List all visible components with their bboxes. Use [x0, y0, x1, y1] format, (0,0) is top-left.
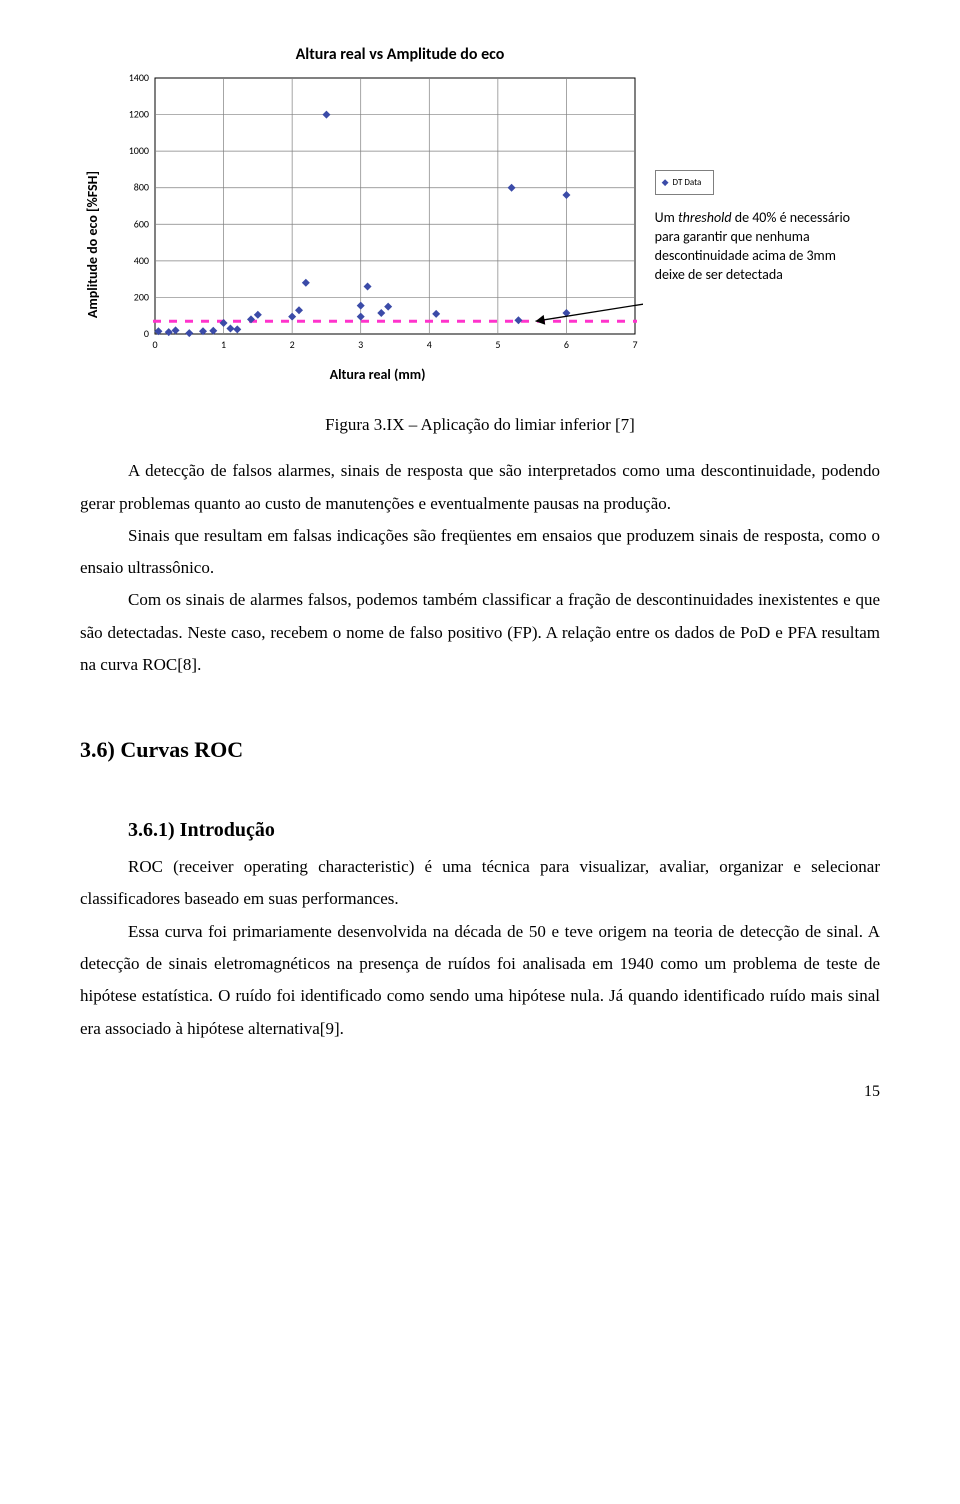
svg-text:1400: 1400	[128, 71, 148, 84]
chart-ylabel: Amplitude do eco [%FSH]	[80, 141, 107, 318]
chart-xlabel: Altura real (mm)	[113, 362, 643, 389]
svg-text:1000: 1000	[128, 145, 148, 158]
chart-legend: ◆ DT Data	[655, 170, 714, 195]
paragraph-1: A detecção de falsos alarmes, sinais de …	[80, 455, 880, 520]
chart-title: Altura real vs Amplitude do eco	[0, 40, 880, 70]
svg-text:1200: 1200	[128, 108, 148, 121]
svg-text:400: 400	[133, 254, 148, 267]
svg-text:1: 1	[221, 338, 226, 351]
paragraph-5: Essa curva foi primariamente desenvolvid…	[80, 916, 880, 1045]
chart-plot-area: 0 1 2 3 4 5 6 7 0 200 400 600 800 1000 1200 1400	[113, 70, 643, 360]
legend-label: DT Data	[673, 174, 702, 191]
heading-curvas-roc: 3.6) Curvas ROC	[80, 729, 880, 771]
legend-marker-icon: ◆	[662, 174, 669, 191]
page-number: 15	[80, 1077, 880, 1107]
svg-text:600: 600	[133, 218, 148, 231]
paragraph-2: Sinais que resultam em falsas indicações…	[80, 520, 880, 585]
svg-text:6: 6	[563, 338, 568, 351]
svg-text:7: 7	[632, 338, 637, 351]
paragraph-4: ROC (receiver operating characteristic) …	[80, 851, 880, 916]
svg-text:3: 3	[358, 338, 363, 351]
svg-text:4: 4	[426, 338, 431, 351]
svg-text:800: 800	[133, 181, 148, 194]
svg-text:0: 0	[152, 338, 157, 351]
svg-text:2: 2	[289, 338, 294, 351]
svg-text:0: 0	[144, 327, 149, 340]
scatter-chart: Altura real vs Amplitude do eco Amplitud…	[80, 40, 880, 389]
heading-introducao: 3.6.1) Introdução	[128, 811, 880, 849]
paragraph-3: Com os sinais de alarmes falsos, podemos…	[80, 584, 880, 681]
svg-text:5: 5	[495, 338, 500, 351]
chart-annotation: Um threshold de 40% é necessário para ga…	[655, 209, 865, 285]
figure-caption: Figura 3.IX – Aplicação do limiar inferi…	[80, 409, 880, 441]
svg-text:200: 200	[133, 291, 148, 304]
